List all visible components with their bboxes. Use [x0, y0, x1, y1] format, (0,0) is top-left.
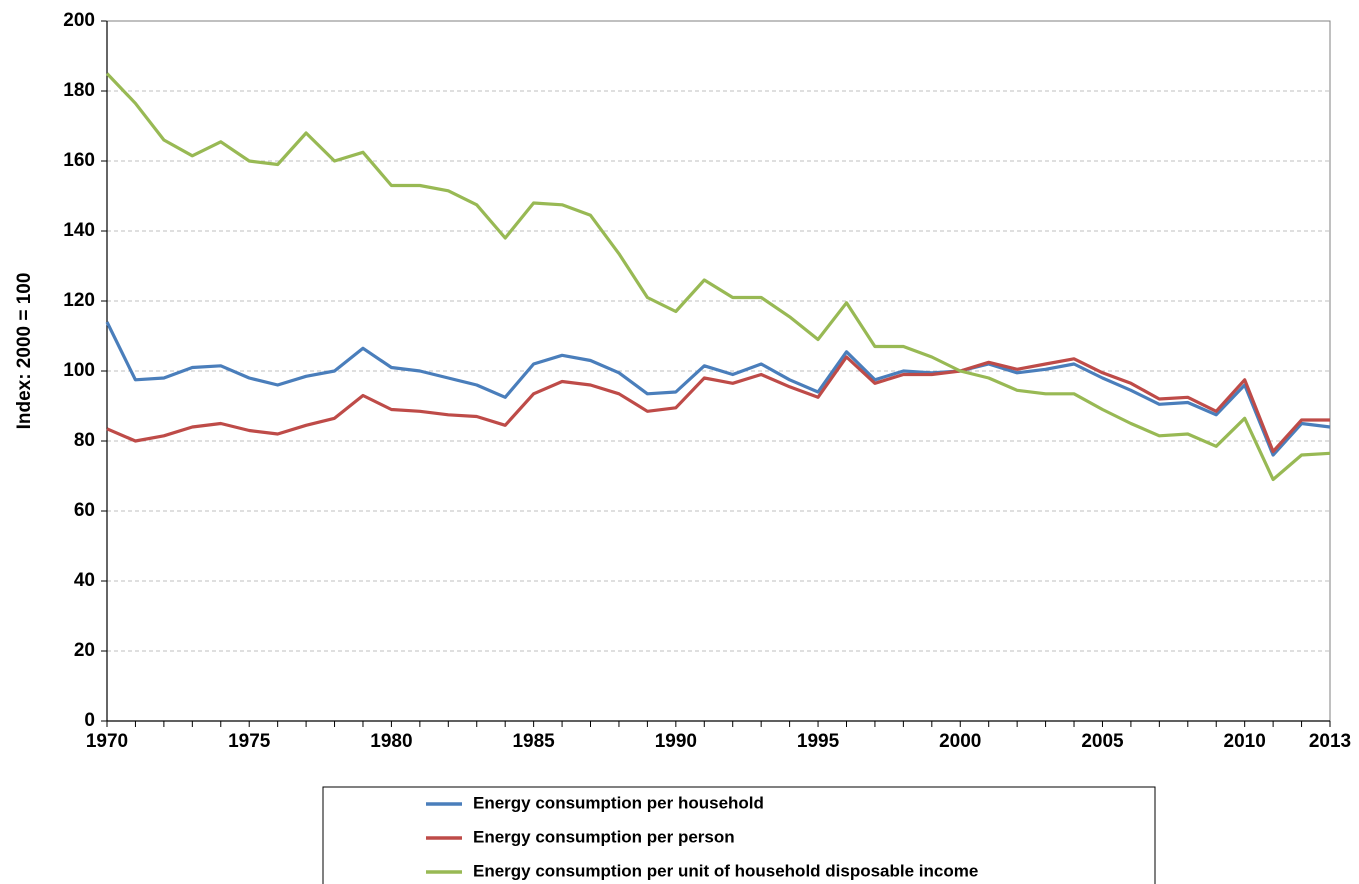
y-tick-label: 180 — [63, 80, 95, 101]
x-tick-label: 2005 — [1081, 731, 1124, 752]
legend-label-3: Energy consumption per unit of household… — [473, 861, 978, 880]
y-tick-label: 20 — [74, 640, 95, 661]
series-line-3 — [105, 72, 1331, 482]
axes — [101, 20, 1331, 727]
legend-label-1: Energy consumption per household — [473, 793, 764, 812]
x-tick-label: 1980 — [370, 731, 412, 752]
y-tick-label: 200 — [63, 10, 95, 31]
series-line-2 — [106, 355, 1330, 454]
x-tick-label: 1995 — [797, 731, 840, 752]
y-tick-label: 120 — [63, 290, 95, 311]
x-tick-label: 1990 — [655, 731, 697, 752]
gridlines — [107, 20, 1330, 652]
x-tick-labels: 1970 1975 1980 1985 1990 1995 2000 2005 2010 2013 — [86, 731, 1351, 752]
y-tick-label: 40 — [74, 570, 95, 591]
x-tick-label: 2013 — [1309, 731, 1351, 752]
y-tick-label: 0 — [84, 710, 95, 731]
x-tick-label: 1975 — [228, 731, 271, 752]
series-lines — [105, 72, 1331, 482]
series-line-1 — [105, 321, 1331, 457]
y-axis-title: Index: 2000 = 100 — [14, 273, 35, 430]
x-tick-label: 1985 — [512, 731, 555, 752]
y-tick-label: 100 — [63, 360, 95, 381]
y-tick-label: 160 — [63, 150, 95, 171]
y-tick-label: 60 — [74, 500, 95, 521]
legend-label-2: Energy consumption per person — [473, 827, 735, 846]
y-tick-label: 140 — [63, 220, 95, 241]
legend: Energy consumption per household Energy c… — [322, 786, 1156, 884]
x-tick-label: 1970 — [86, 731, 128, 752]
y-tick-label: 80 — [74, 430, 95, 451]
x-tick-label: 2010 — [1224, 731, 1266, 752]
y-tick-labels: 0 20 40 60 80 100 120 140 160 180 200 — [63, 10, 95, 731]
x-tick-label: 2000 — [939, 731, 981, 752]
